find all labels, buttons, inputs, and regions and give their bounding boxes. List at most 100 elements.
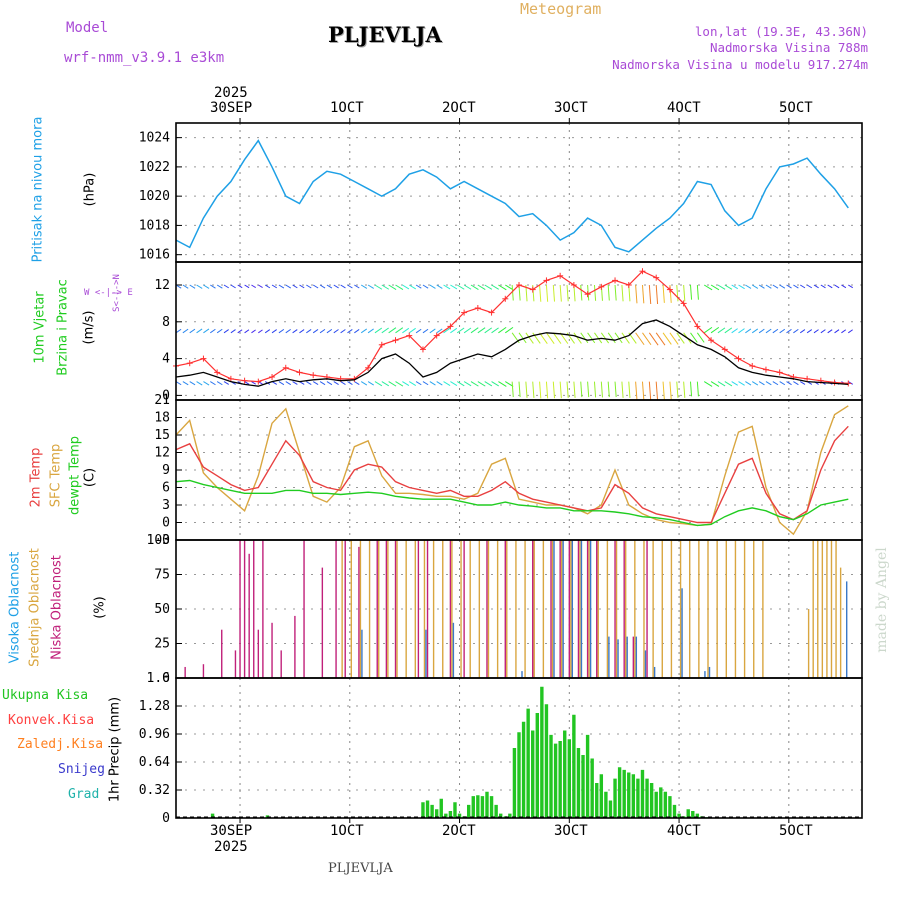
wind-arrow <box>196 284 203 289</box>
wind-arrow <box>491 327 499 334</box>
precip-bar <box>535 713 539 818</box>
wind-arrow <box>326 284 333 289</box>
precip-bar <box>590 758 594 818</box>
precip-bar <box>466 804 471 818</box>
wind-arrow <box>244 329 250 334</box>
wind-arrow <box>306 284 312 289</box>
wind-arrow <box>340 329 346 334</box>
precip-bar <box>457 813 462 818</box>
wind-arrow <box>175 328 182 334</box>
wind-arrow <box>367 284 374 289</box>
wind-arrow <box>690 381 693 397</box>
wind-arrow <box>820 329 826 334</box>
wind-arrow <box>251 329 256 334</box>
wind-arrow <box>580 332 589 344</box>
wind-arrow <box>546 332 555 345</box>
wind-arrow <box>182 284 189 289</box>
wind-arrow <box>203 328 210 334</box>
wind-arrow <box>641 381 645 400</box>
wind-arrow <box>264 284 271 289</box>
wind-arrow <box>319 284 326 289</box>
wind-arrow <box>648 332 659 346</box>
wind-arrow <box>388 327 397 334</box>
wind-arrow <box>477 284 486 290</box>
wind-arrow <box>573 332 582 344</box>
y-tick-label: 100 <box>147 533 170 548</box>
wind-arrow <box>655 332 666 346</box>
wind-arrow <box>505 381 514 387</box>
wind-arrow <box>223 284 230 289</box>
precip-legend-hail: Grad <box>68 787 100 802</box>
wind-arrow <box>450 381 458 387</box>
wind-arrow <box>827 329 833 334</box>
wind-speed-line <box>175 319 849 387</box>
wind-arrow <box>800 284 806 289</box>
wind-arrow <box>724 284 733 290</box>
wind-arrow <box>504 326 514 334</box>
wind-arrow <box>422 328 429 334</box>
wind-arrow <box>793 284 799 289</box>
wind-arrow <box>676 332 685 344</box>
wind-arrow <box>278 284 285 289</box>
precip-bar <box>476 795 480 818</box>
y-tick-label: 4 <box>162 352 170 367</box>
wind-arrow <box>648 284 652 305</box>
wind-arrow <box>347 329 353 334</box>
wind-arrow <box>573 381 576 398</box>
wind-arrow <box>251 284 257 289</box>
precip-bar <box>613 778 617 818</box>
wind-arrow <box>559 332 569 344</box>
wind-arrow <box>278 381 285 386</box>
wind-arrow <box>710 381 720 387</box>
wind-arrow <box>278 328 285 334</box>
top-time-label-0: 30SEP <box>210 100 253 116</box>
wind-arrow <box>539 332 548 345</box>
wind-arrow <box>827 284 833 289</box>
wind-arrow <box>848 284 854 289</box>
precip-bar <box>444 813 448 818</box>
wind-arrow <box>717 381 726 387</box>
wind-arrow <box>210 381 216 386</box>
wind-arrow <box>683 381 686 398</box>
y-tick-label: 12 <box>154 278 170 293</box>
wind-arrow <box>772 284 779 289</box>
wind-arrow <box>765 284 772 289</box>
wind-arrow <box>745 381 752 386</box>
wind-arrow <box>237 284 243 289</box>
precip-bar <box>425 800 430 818</box>
wind-arrow <box>518 381 521 398</box>
wind-arrow <box>470 284 479 290</box>
wind-arrow <box>559 284 562 302</box>
wind-arrow <box>655 381 659 401</box>
wind-arrow <box>525 332 534 344</box>
wind-arrow <box>484 327 493 334</box>
wind-arrow <box>642 332 652 346</box>
wind-arrow <box>258 284 263 289</box>
wind-arrow <box>203 284 210 289</box>
wind-arrow <box>696 332 705 343</box>
y-tick-label: 9 <box>162 463 170 478</box>
wind-arrow <box>594 332 603 344</box>
wind-arrow <box>751 381 759 386</box>
wind-arrow <box>374 327 383 334</box>
wind-arrow <box>587 284 590 301</box>
precip-bar <box>691 811 695 818</box>
wind-arrow <box>580 381 583 398</box>
wind-arrow <box>717 284 726 290</box>
wind-arrow <box>319 328 326 334</box>
y-tick-label: 8 <box>162 315 170 330</box>
pressure-line <box>175 139 849 253</box>
wind-arrow <box>312 284 319 289</box>
wind-arrow <box>292 284 298 289</box>
precip-bar <box>640 769 645 818</box>
wind-arrow <box>498 381 507 387</box>
wind-arrow <box>641 284 645 304</box>
wind-arrow <box>834 284 840 289</box>
wind-arrow <box>518 332 527 344</box>
wind-arrow <box>841 329 847 334</box>
y-tick-label: 0 <box>162 671 170 686</box>
wind-arrow <box>429 328 436 334</box>
wind-arrow <box>402 327 410 334</box>
wind-arrow <box>724 381 733 387</box>
wind-arrow <box>662 284 665 303</box>
